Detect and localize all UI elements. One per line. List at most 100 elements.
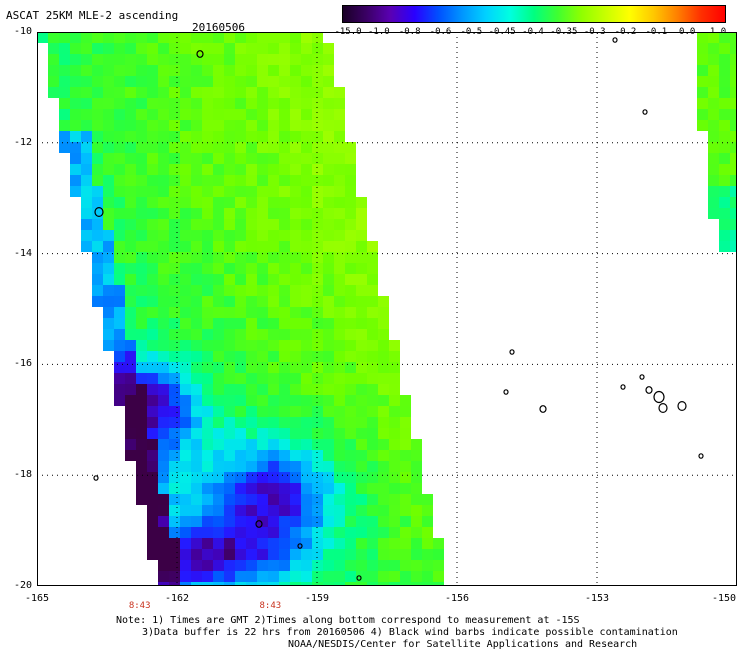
- swath-cell: [411, 505, 422, 516]
- swath-cell: [81, 175, 92, 186]
- swath-cell: [213, 582, 224, 586]
- swath-cell: [114, 164, 125, 175]
- swath-cell: [708, 153, 719, 164]
- latitude-label: -14: [13, 247, 32, 259]
- swath-cell: [180, 351, 191, 362]
- swath-cell: [125, 65, 136, 76]
- swath-cell: [246, 406, 257, 417]
- swath-cell: [103, 329, 114, 340]
- swath-cell: [257, 208, 268, 219]
- swath-cell: [125, 131, 136, 142]
- swath-cell: [268, 395, 279, 406]
- swath-cell: [312, 230, 323, 241]
- swath-cell: [356, 395, 367, 406]
- swath-cell: [389, 428, 400, 439]
- swath-cell: [290, 494, 301, 505]
- swath-cell: [114, 219, 125, 230]
- swath-cell: [334, 98, 345, 109]
- swath-cell: [169, 406, 180, 417]
- swath-cell: [191, 252, 202, 263]
- swath-cell: [708, 142, 719, 153]
- swath-cell: [257, 54, 268, 65]
- swath-cell: [70, 43, 81, 54]
- swath-cell: [279, 274, 290, 285]
- swath-cell: [301, 439, 312, 450]
- swath-cell: [213, 461, 224, 472]
- swath-cell: [334, 219, 345, 230]
- swath-cell: [334, 505, 345, 516]
- swath-cell: [323, 329, 334, 340]
- swath-cell: [169, 208, 180, 219]
- swath-cell: [345, 197, 356, 208]
- swath-cell: [202, 285, 213, 296]
- swath-cell: [268, 307, 279, 318]
- swath-cell: [114, 142, 125, 153]
- swath-cell: [169, 87, 180, 98]
- swath-cell: [246, 241, 257, 252]
- swath-cell: [345, 274, 356, 285]
- swath-cell: [279, 219, 290, 230]
- swath-cell: [378, 395, 389, 406]
- swath-cell: [191, 120, 202, 131]
- swath-cell: [59, 43, 70, 54]
- swath-cell: [345, 307, 356, 318]
- swath-cell: [334, 120, 345, 131]
- swath-cell: [323, 65, 334, 76]
- swath-cell: [290, 98, 301, 109]
- swath-cell: [345, 439, 356, 450]
- swath-cell: [103, 208, 114, 219]
- swath-cell: [213, 87, 224, 98]
- swath-cell: [312, 384, 323, 395]
- swath-cell: [103, 285, 114, 296]
- swath-cell: [697, 76, 708, 87]
- swath-cell: [136, 241, 147, 252]
- swath-cell: [147, 241, 158, 252]
- swath-cell: [290, 186, 301, 197]
- swath-cell: [125, 32, 136, 43]
- swath-cell: [323, 505, 334, 516]
- swath-cell: [70, 131, 81, 142]
- swath-cell: [268, 197, 279, 208]
- swath-cell: [213, 263, 224, 274]
- swath-cell: [224, 307, 235, 318]
- swath-cell: [81, 43, 92, 54]
- swath-cell: [180, 153, 191, 164]
- swath-cell: [312, 208, 323, 219]
- swath-cell: [323, 340, 334, 351]
- swath-cell: [136, 318, 147, 329]
- swath-cell: [334, 494, 345, 505]
- swath-cell: [345, 384, 356, 395]
- swath-cell: [367, 384, 378, 395]
- swath-cell: [224, 120, 235, 131]
- swath-cell: [279, 296, 290, 307]
- swath-cell: [334, 571, 345, 582]
- swath-cell: [257, 197, 268, 208]
- swath-cell: [345, 417, 356, 428]
- swath-cell: [147, 395, 158, 406]
- swath-cell: [290, 406, 301, 417]
- swath-cell: [235, 54, 246, 65]
- swath-cell: [246, 164, 257, 175]
- swath-cell: [103, 76, 114, 87]
- swath-cell: [147, 98, 158, 109]
- swath-cell: [180, 164, 191, 175]
- swath-cell: [136, 252, 147, 263]
- swath-cell: [136, 285, 147, 296]
- pass-time-label: 8:43: [259, 601, 282, 611]
- swath-cell: [213, 109, 224, 120]
- swath-cell: [730, 219, 737, 230]
- swath-cell: [334, 384, 345, 395]
- swath-cell: [103, 54, 114, 65]
- swath-cell: [312, 175, 323, 186]
- swath-cell: [180, 109, 191, 120]
- swath-cell: [356, 197, 367, 208]
- swath-cell: [158, 483, 169, 494]
- swath-cell: [367, 428, 378, 439]
- swath-cell: [323, 241, 334, 252]
- swath-cell: [708, 120, 719, 131]
- swath-cell: [180, 527, 191, 538]
- swath-cell: [158, 54, 169, 65]
- swath-cell: [180, 54, 191, 65]
- swath-cell: [70, 76, 81, 87]
- swath-cell: [136, 362, 147, 373]
